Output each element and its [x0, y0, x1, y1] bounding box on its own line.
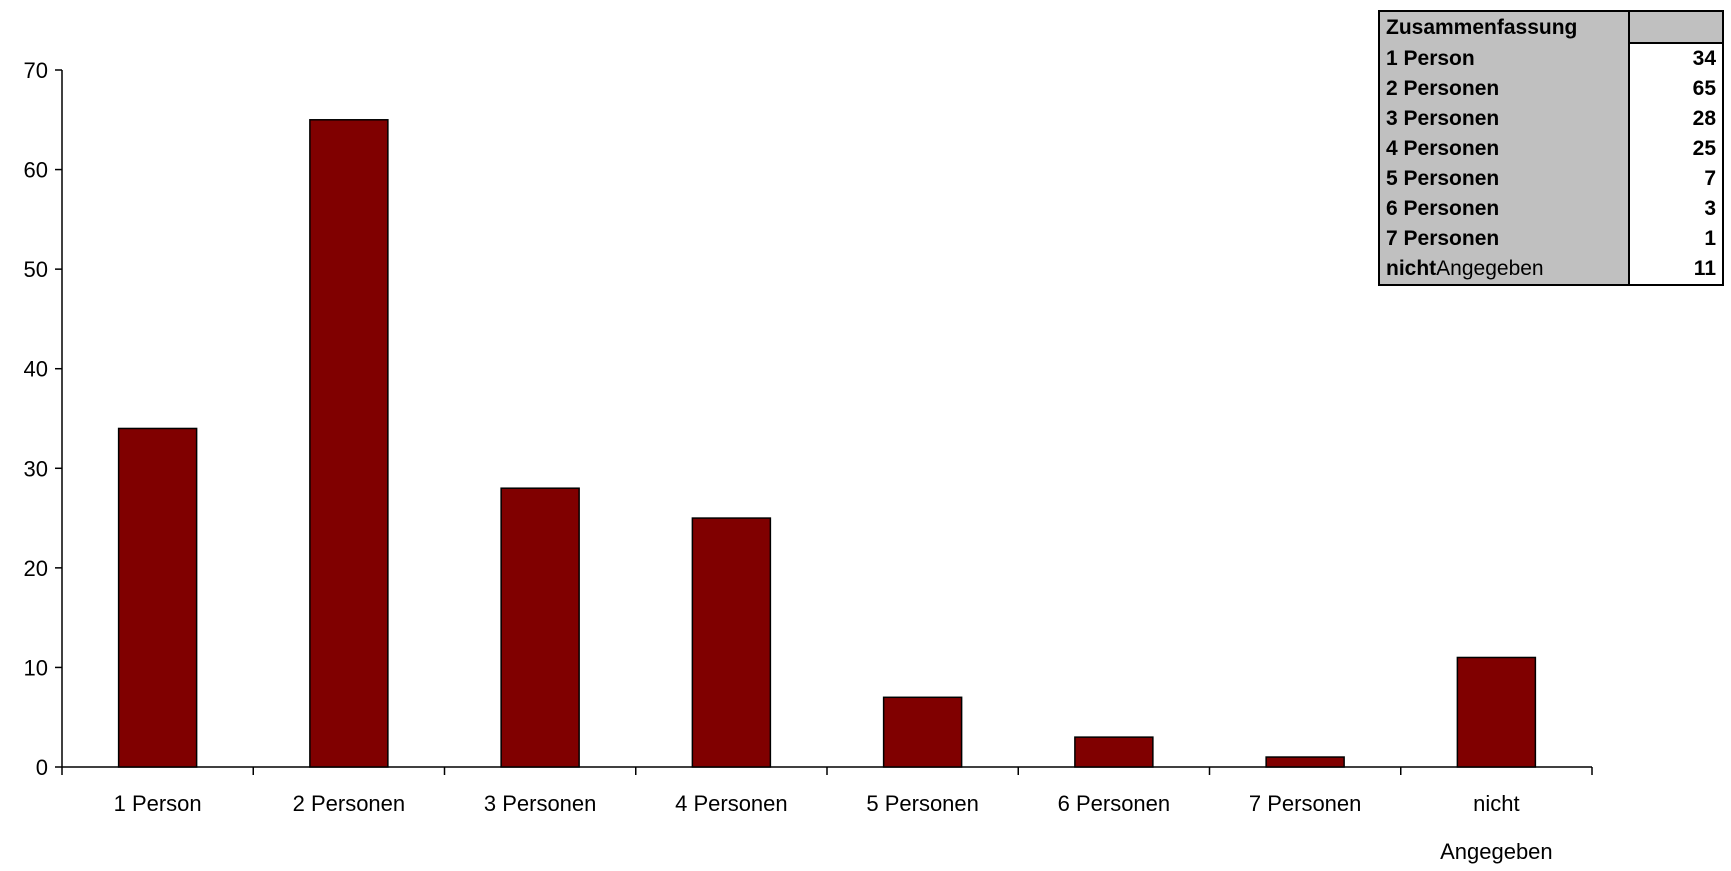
bars	[117, 119, 1537, 768]
summary-row: 3 Personen 28	[1378, 104, 1724, 134]
x-axis: 1 Person 2 Personen 3 Personen 4 Personen 5 …	[61, 766, 1593, 864]
summary-row-value: 28	[1629, 104, 1724, 134]
summary-row-label: 7 Personen	[1378, 224, 1630, 254]
summary-header-row: Zusammenfassung	[1378, 10, 1724, 44]
summary-row-value: 7	[1629, 164, 1724, 194]
x-category-label: 4 Personen	[675, 791, 788, 816]
summary-header-label: Zusammenfassung	[1378, 10, 1630, 43]
summary-row: 7 Personen 1	[1378, 224, 1724, 254]
summary-row-value: 34	[1629, 43, 1724, 74]
summary-row-label: 5 Personen	[1378, 164, 1630, 194]
summary-row-value: 25	[1629, 134, 1724, 164]
summary-row-label: 1 Person	[1378, 43, 1630, 74]
bar	[1456, 656, 1537, 768]
y-tick-label: 40	[24, 357, 48, 382]
y-tick-label: 0	[36, 755, 48, 780]
bar	[309, 119, 389, 768]
summary-row-label: 3 Personen	[1378, 104, 1630, 134]
summary-label-suffix: Angegeben	[1436, 257, 1544, 280]
bar	[500, 487, 580, 768]
summary-row-value: 1	[1629, 224, 1724, 254]
bar	[691, 517, 772, 768]
x-category-label: 1 Person	[114, 791, 202, 816]
summary-row: 4 Personen 25	[1378, 134, 1724, 164]
bar	[1074, 736, 1154, 768]
summary-row-label: nichtAngegeben	[1378, 254, 1630, 286]
summary-row: 6 Personen 3	[1378, 194, 1724, 224]
y-tick-label: 50	[24, 257, 48, 282]
summary-row: 2 Personen 65	[1378, 74, 1724, 104]
y-tick-label: 70	[24, 58, 48, 83]
x-category-label: nicht	[1473, 791, 1519, 816]
summary-row-label: 2 Personen	[1378, 74, 1630, 104]
y-tick-label: 10	[24, 655, 48, 680]
summary-row-value: 11	[1629, 254, 1724, 286]
x-category-label: 2 Personen	[293, 791, 406, 816]
y-tick-label: 60	[24, 158, 48, 183]
summary-row: nichtAngegeben 11	[1378, 254, 1724, 286]
x-category-label: 7 Personen	[1249, 791, 1362, 816]
x-category-label: 3 Personen	[484, 791, 597, 816]
summary-row: 5 Personen 7	[1378, 164, 1724, 194]
summary-label-prefix: nicht	[1386, 257, 1437, 280]
x-category-label: Angegeben	[1440, 839, 1553, 864]
bar	[117, 427, 198, 768]
summary-row: 1 Person 34	[1378, 43, 1724, 74]
summary-row-label: 6 Personen	[1378, 194, 1630, 224]
y-tick-label: 30	[24, 456, 48, 481]
summary-row-value: 3	[1629, 194, 1724, 224]
summary-row-value: 65	[1629, 74, 1724, 104]
summary-header-value	[1629, 10, 1724, 44]
bar	[1265, 756, 1345, 768]
summary-table: Zusammenfassung 1 Person 34 2 Personen 65 3 …	[1378, 10, 1724, 286]
x-category-label: 6 Personen	[1058, 791, 1171, 816]
y-axis: 0 10 20 30 40 50 60 70	[24, 58, 63, 780]
x-category-label: 5 Personen	[866, 791, 979, 816]
y-tick-label: 20	[24, 556, 48, 581]
summary-row-label: 4 Personen	[1378, 134, 1630, 164]
bar	[882, 696, 963, 768]
